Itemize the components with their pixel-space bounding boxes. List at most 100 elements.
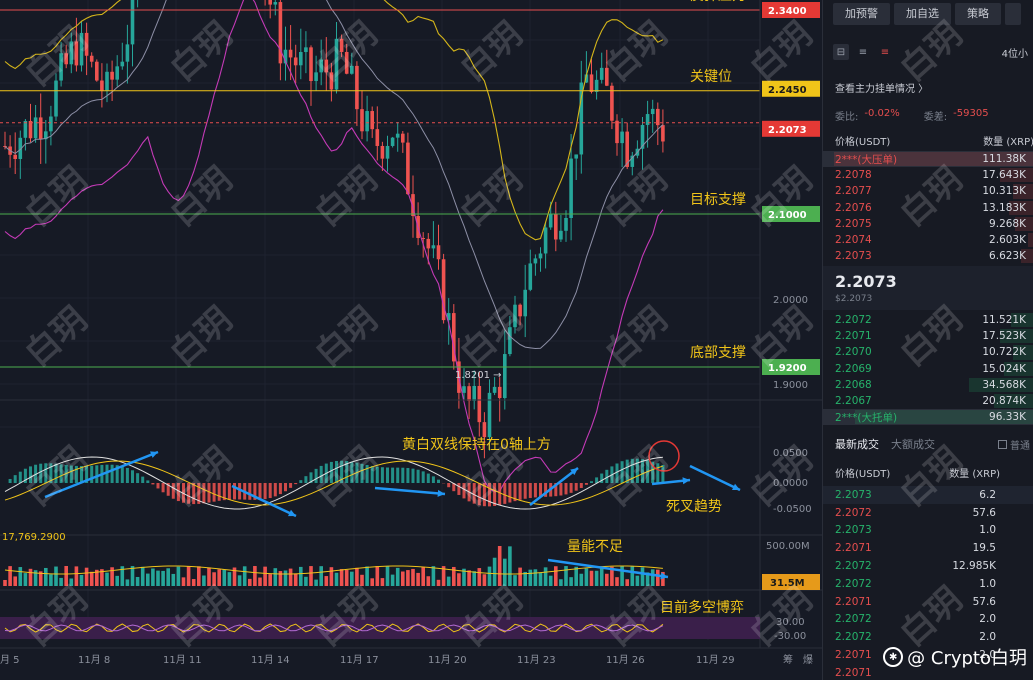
volume-bar	[569, 577, 573, 586]
candle-body	[370, 111, 374, 130]
volume-bar	[110, 567, 114, 586]
macd-bar	[176, 483, 180, 502]
macd-bar	[620, 461, 624, 483]
macd-bar	[110, 464, 114, 483]
candle-body	[482, 422, 487, 438]
macd-bar	[605, 469, 609, 483]
macd-bar	[166, 483, 170, 496]
trade-price: 2.2073	[835, 488, 872, 501]
level-label: 反弹压力	[690, 0, 746, 4]
volume-marker-text: 31.5M	[770, 578, 805, 589]
candle-body	[120, 61, 125, 67]
volume-bar	[171, 573, 176, 586]
macd-bar	[161, 483, 165, 493]
macd-bar	[656, 463, 660, 483]
price-marker-bg	[762, 120, 820, 137]
macd-axis-tick: 0.0500	[773, 448, 808, 459]
ask-row[interactable]: 2.2073 6.623K	[823, 248, 1033, 264]
volume-bar	[18, 567, 23, 586]
ask-row[interactable]: 2***(大压单) 111.38K	[823, 151, 1033, 168]
trade-qty: 2.0	[979, 613, 996, 626]
macd-bar	[131, 470, 134, 483]
macd-bar	[564, 483, 568, 495]
candle-body	[299, 52, 303, 66]
trade-row: 2.2073 1.0	[823, 522, 1033, 540]
ask-qty: 2.603K	[989, 234, 1026, 247]
volume-bar	[263, 566, 267, 586]
volume-bar	[8, 566, 12, 586]
bids-view-icon[interactable]: ≡	[858, 46, 868, 58]
ask-row[interactable]: 2.2078 17.643K	[823, 167, 1033, 183]
trade-qty: 1.0	[979, 577, 996, 590]
bid-row[interactable]: 2.2071 17.523K	[823, 328, 1033, 344]
candle-body	[579, 82, 584, 155]
candle-body	[314, 72, 318, 82]
volume-bar	[635, 575, 640, 586]
ask-row[interactable]: 2.2077 10.313K	[823, 183, 1033, 199]
volume-bar	[232, 567, 237, 586]
precision-select[interactable]: 4位小	[1001, 48, 1028, 60]
brand-text: @ Crypto白玥	[907, 648, 1027, 669]
tab-latest-trades[interactable]: 最新成交	[835, 438, 879, 451]
macd-bar	[651, 461, 655, 483]
macd-bar	[477, 483, 481, 506]
kline-chart-area[interactable]: 2.20002.00001.9000高压力位反弹压力关键位目标支撑底部支撑2.4…	[0, 0, 822, 680]
bid-qty: 11.521K	[982, 314, 1026, 327]
strategy-button[interactable]: 策略	[955, 3, 1001, 25]
volume-left-label: 17,769.2900	[2, 532, 66, 543]
macd-bar	[54, 463, 58, 483]
trade-qty: 57.6	[972, 595, 996, 608]
both-sides-view-icon[interactable]: ⊟	[833, 44, 849, 60]
candle-body	[380, 145, 385, 159]
macd-bar	[49, 463, 53, 483]
volume-bar	[477, 568, 482, 586]
candle-body	[268, 0, 272, 5]
ask-row[interactable]: 2.2075 9.268K	[823, 216, 1033, 232]
macd-bar	[630, 458, 634, 483]
volume-bar	[390, 574, 395, 586]
add-alert-button[interactable]: 加预警	[833, 3, 890, 25]
volume-bar	[467, 570, 471, 586]
tab-large-trades[interactable]: 大额成交	[891, 438, 935, 451]
trade-price: 2.2071	[835, 595, 872, 608]
bid-row[interactable]: 2.2067 20.874K	[823, 393, 1033, 409]
candle-body	[630, 155, 635, 167]
main-orders-link[interactable]: 查看主力挂单情况 〉	[835, 84, 929, 95]
price-marker-bg	[762, 80, 820, 97]
candle-body	[487, 392, 492, 438]
candle-body	[594, 79, 599, 92]
candle-body	[548, 214, 553, 228]
bid-row[interactable]: 2.2070 10.722K	[823, 344, 1033, 360]
volume-bar	[411, 568, 415, 586]
macd-bar	[44, 463, 48, 483]
add-watchlist-button[interactable]: 加自选	[894, 3, 951, 25]
candle-body	[324, 59, 329, 73]
macd-bar	[284, 483, 287, 492]
trade-row: 2.2072 2.0	[823, 628, 1033, 646]
bid-row[interactable]: 2***(大托单) 96.33K	[823, 409, 1033, 426]
ask-qty: 17.643K	[982, 169, 1026, 182]
volume-bar	[661, 571, 665, 586]
candle-body	[105, 71, 109, 91]
bid-row[interactable]: 2.2068 34.568K	[823, 377, 1033, 393]
asks-view-icon[interactable]: ≡	[880, 46, 890, 58]
normal-filter-checkbox[interactable]: 普通	[998, 437, 1030, 452]
price-marker-bg	[762, 359, 820, 375]
volume-bar	[319, 566, 323, 586]
ask-row[interactable]: 2.2076 13.183K	[823, 200, 1033, 216]
candle-body	[283, 49, 288, 64]
bid-row[interactable]: 2.2069 15.024K	[823, 361, 1033, 377]
bid-price: 2***(大托单)	[835, 411, 898, 424]
volume-bar	[344, 569, 349, 586]
more-button[interactable]	[1005, 3, 1021, 25]
volume-bar	[242, 566, 247, 586]
ask-row[interactable]: 2.2074 2.603K	[823, 232, 1033, 248]
kline-chart-svg[interactable]: 2.20002.00001.9000高压力位反弹压力关键位目标支撑底部支撑2.4…	[0, 0, 822, 680]
price-marker-text: 2.3400	[768, 6, 807, 17]
volume-bar	[543, 567, 548, 586]
bid-row[interactable]: 2.2072 11.521K	[823, 312, 1033, 328]
macd-bar	[156, 483, 160, 489]
macd-bar	[513, 483, 517, 502]
trade-row: 2.2071 57.6	[823, 593, 1033, 611]
macd-bar	[641, 459, 644, 483]
